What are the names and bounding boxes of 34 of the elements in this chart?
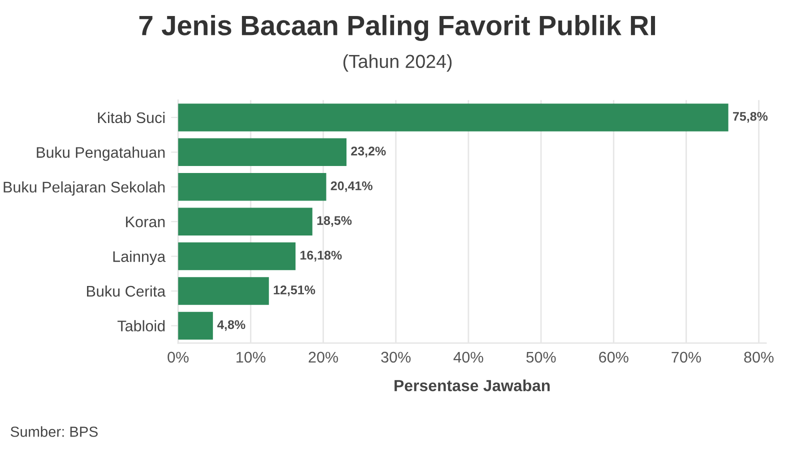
data-label: 75,8%	[733, 112, 768, 123]
bar	[178, 104, 728, 132]
y-tick-label: Buku Pengatahuan	[36, 146, 165, 161]
x-tick-label: 80%	[744, 352, 774, 363]
bar	[178, 172, 326, 201]
bar	[178, 277, 269, 305]
x-tick-label: 40%	[454, 352, 484, 363]
y-tick-label: Lainnya	[113, 250, 166, 265]
chart-title: 7 Jenis Bacaan Paling Favorit Publik RI	[139, 14, 656, 42]
data-label: 20,41%	[330, 181, 372, 192]
data-label: 18,5%	[317, 216, 352, 227]
x-tick-label: 20%	[308, 352, 338, 363]
x-tick-label: 60%	[599, 352, 628, 363]
bar	[178, 312, 213, 340]
data-label: 23,2%	[351, 146, 386, 158]
data-label: 12,51%	[274, 286, 316, 296]
x-tick-label: 30%	[381, 352, 411, 363]
bar	[178, 242, 296, 270]
y-tick-label: Koran	[126, 216, 165, 228]
x-tick-label: 0%	[168, 352, 189, 363]
y-tick-label: Tabloid	[118, 320, 165, 332]
text: Sumber: BPS	[10, 426, 98, 437]
chart-subtitle: (Tahun 2024)	[343, 54, 452, 72]
data-label: 16,18%	[300, 250, 342, 262]
x-axis-title: Persentase Jawaban	[394, 380, 550, 392]
x-tick-label: 10%	[236, 352, 266, 363]
y-tick-label: Buku Cerita	[87, 285, 166, 297]
data-label: 4,8%	[217, 320, 246, 331]
bar	[178, 138, 346, 166]
x-tick-label: 50%	[526, 352, 556, 363]
y-tick-label: Kitab Suci	[98, 112, 165, 124]
x-tick-label: 70%	[672, 352, 701, 363]
bar	[178, 208, 312, 236]
y-tick-label: Buku Pelajaran Sekolah	[4, 181, 165, 196]
